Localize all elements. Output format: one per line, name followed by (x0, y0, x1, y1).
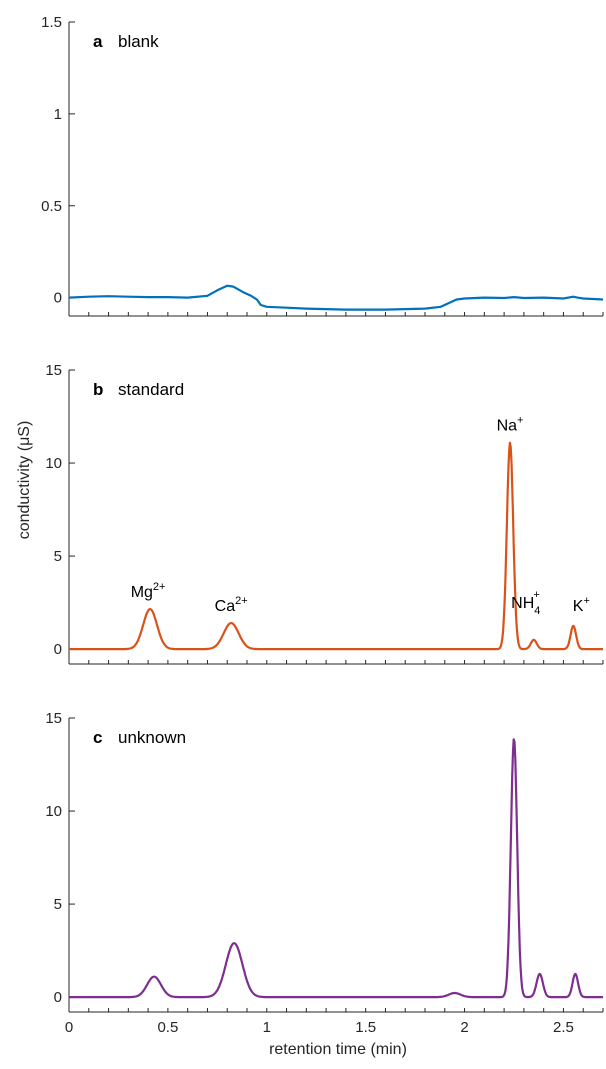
chromatogram-line (68, 738, 604, 999)
x-tick-label: 2 (460, 1019, 468, 1036)
y-tick-label: 0 (54, 989, 62, 1006)
panel-letter: b (93, 380, 103, 399)
panel-name: blank (118, 32, 159, 51)
peak-label: Mg2+ (131, 581, 166, 601)
y-tick-label: 0.5 (41, 198, 62, 215)
y-tick-label: 10 (45, 455, 62, 472)
y-tick-label: 15 (45, 710, 62, 727)
panel-c-unknown: 0 5 10 15 0 0.5 1 1.5 2 2.5 retention time (min) c u… (45, 710, 604, 1058)
panel-b-standard: 0 5 10 15 b standard Mg2+ Ca2+ Na+ NH4+ K+ (45, 362, 604, 665)
panel-name: unknown (118, 728, 186, 747)
x-tick-label: 0 (65, 1019, 73, 1036)
y-tick-label: 10 (45, 803, 62, 820)
y-axis-label: conductivity (μS) (16, 421, 33, 540)
y-tick-label: 1 (54, 106, 62, 123)
y-tick-label: 5 (54, 548, 62, 565)
panel-name: standard (118, 380, 184, 399)
y-tick-label: 0 (54, 641, 62, 658)
chromatogram-line (68, 441, 604, 651)
x-axis-label: retention time (min) (269, 1041, 407, 1058)
x-tick-label: 2.5 (553, 1019, 574, 1036)
y-tick-label: 0 (54, 290, 62, 307)
x-tick-label: 1 (263, 1019, 271, 1036)
y-tick-label: 15 (45, 362, 62, 379)
chromatogram-line (68, 284, 604, 311)
panel-letter: a (93, 32, 103, 51)
panel-letter: c (93, 728, 102, 747)
y-tick-label: 1.5 (41, 14, 62, 31)
y-tick-label: 5 (54, 896, 62, 913)
x-tick-label: 0.5 (157, 1019, 178, 1036)
peak-label: K+ (573, 595, 590, 615)
peak-label: Na+ (497, 415, 524, 435)
panel-a-blank: 0 0.5 1 1.5 a blank (41, 14, 604, 317)
x-tick-label: 1.5 (355, 1019, 376, 1036)
peak-label: NH4+ (511, 589, 540, 617)
peak-label: Ca2+ (215, 595, 248, 615)
